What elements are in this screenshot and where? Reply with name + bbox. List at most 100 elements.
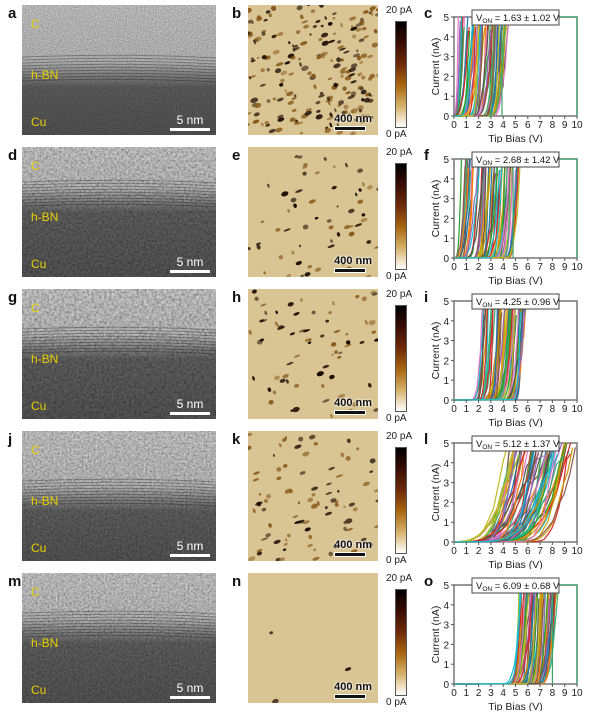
scale-bar: 5 nm	[170, 397, 210, 415]
colorbar-max-label: 20 pA	[386, 431, 413, 442]
scale-bar: 5 nm	[170, 681, 210, 699]
x-tick-label: 0	[451, 262, 457, 273]
x-tick-label: 7	[537, 546, 543, 557]
x-tick-label: 4	[500, 404, 506, 415]
hbn-layer-label: h-BN	[31, 494, 59, 508]
scale-bar-label: 400 nm	[334, 397, 372, 409]
scale-bar: 400 nm	[334, 539, 372, 557]
x-tick-label: 7	[537, 262, 543, 273]
panel-label: o	[424, 573, 434, 590]
von-annotation-box	[471, 293, 560, 310]
colorbar-max-label: 20 pA	[386, 573, 413, 584]
x-tick-label: 3	[488, 262, 494, 273]
y-axis-label: Current (nA)	[430, 322, 442, 380]
iv-curve	[453, 442, 557, 543]
cu-layer-label: Cu	[31, 257, 47, 271]
scale-bar-label: 400 nm	[334, 681, 372, 693]
current-spots	[248, 5, 378, 135]
scale-bar-label: 5 nm	[176, 255, 204, 269]
current-spots	[269, 631, 352, 703]
x-tick-label: 5	[513, 404, 519, 415]
tem-panel: C h-BN Cu 5 nm	[22, 573, 216, 703]
y-axis-label: Current (nA)	[430, 180, 442, 238]
panel-label: i	[424, 289, 429, 306]
iv-curve	[453, 584, 520, 685]
x-tick-label: 10	[571, 404, 583, 415]
carbon-layer-label: C	[31, 301, 40, 315]
iv-curve	[453, 584, 523, 685]
y-tick-label: 2	[443, 356, 449, 367]
x-tick-label: 1	[464, 688, 470, 699]
hbn-layer-label: h-BN	[31, 636, 59, 650]
y-tick-label: 2	[443, 72, 449, 83]
scale-bar-label: 400 nm	[334, 113, 372, 125]
colorbar-min-label: 0 pA	[386, 555, 407, 566]
cafm-current-map: 400 nm	[248, 5, 378, 135]
y-axis-label: Current (nA)	[430, 464, 442, 522]
hbn-layer-label: h-BN	[31, 210, 59, 224]
y-tick-label: 3	[443, 53, 449, 64]
x-tick-label: 2	[476, 404, 482, 415]
iv-curve	[453, 599, 522, 685]
cafm-current-map: 400 nm	[248, 431, 378, 561]
x-tick-label: 6	[525, 404, 531, 415]
x-tick-label: 10	[571, 120, 583, 131]
iv-curve	[453, 584, 523, 685]
panel-label: c	[424, 5, 433, 22]
y-tick-label: 3	[443, 621, 449, 632]
scale-bar: 5 nm	[170, 539, 210, 557]
colorbar-min-label: 0 pA	[386, 413, 407, 424]
iv-curve	[453, 586, 555, 685]
carbon-layer-label: C	[31, 585, 40, 599]
x-tick-label: 9	[562, 546, 568, 557]
scale-bar: 400 nm	[334, 255, 372, 273]
y-tick-label: 5	[443, 581, 449, 592]
x-tick-label: 6	[525, 120, 531, 131]
colorbar	[395, 21, 407, 128]
cu-layer-label: Cu	[31, 541, 47, 555]
x-tick-label: 0	[451, 120, 457, 131]
x-tick-label: 8	[550, 120, 556, 131]
iv-curve	[453, 584, 523, 685]
colorbar	[395, 305, 407, 412]
iv-curve	[501, 16, 578, 116]
y-tick-label: 0	[443, 538, 449, 549]
colorbar-min-label: 0 pA	[386, 129, 407, 140]
x-tick-label: 5	[513, 120, 519, 131]
colorbar-max-label: 20 pA	[386, 147, 413, 158]
colorbar-max-label: 20 pA	[386, 5, 413, 16]
y-axis-label: Current (nA)	[430, 38, 442, 96]
x-tick-label: 0	[451, 546, 457, 557]
colorbar	[395, 447, 407, 554]
von-annotation-box	[471, 577, 560, 594]
x-tick-label: 7	[537, 120, 543, 131]
scale-bar-label: 5 nm	[176, 397, 204, 411]
figure-row: g C h-BN Cu 5 nm h 400 nm 20 pA 0 pA i 0…	[0, 289, 604, 431]
x-tick-label: 3	[488, 546, 494, 557]
colorbar	[395, 163, 407, 270]
x-tick-label: 2	[476, 688, 482, 699]
iv-curve	[453, 584, 521, 685]
x-tick-label: 9	[562, 262, 568, 273]
iv-curve	[453, 448, 557, 543]
cafm-current-map: 400 nm	[248, 573, 378, 703]
scale-bar: 400 nm	[334, 397, 372, 415]
y-tick-label: 2	[443, 214, 449, 225]
carbon-layer-label: C	[31, 443, 40, 457]
y-tick-label: 2	[443, 640, 449, 651]
y-tick-label: 1	[443, 376, 449, 387]
y-tick-label: 4	[443, 33, 449, 44]
tem-image	[22, 5, 216, 135]
iv-curve	[453, 584, 523, 685]
iv-chart-container: 0 1 2 3 4 5 6 7 8 9 10 0 1 2 3 4 5 Tip Bias (V) Current (n…	[427, 431, 597, 574]
y-tick-label: 5	[443, 439, 449, 450]
y-tick-label: 0	[443, 680, 449, 691]
iv-chart-container: 0 1 2 3 4 5 6 7 8 9 10 0 1 2 3 4 5 Tip Bias (V) Current (n…	[427, 147, 597, 290]
hbn-layer-label: h-BN	[31, 352, 59, 366]
x-tick-label: 8	[550, 546, 556, 557]
x-axis-label: Tip Bias (V)	[488, 701, 542, 711]
x-tick-label: 9	[562, 120, 568, 131]
panel-label: l	[424, 431, 429, 448]
x-tick-label: 10	[571, 546, 583, 557]
